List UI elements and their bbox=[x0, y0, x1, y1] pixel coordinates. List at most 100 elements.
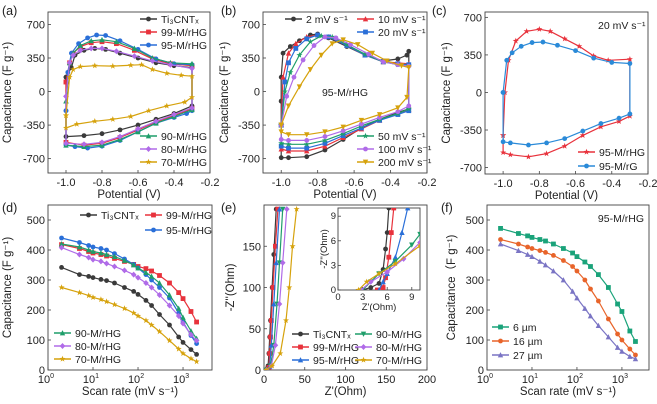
y-axis-label: Capacitance（F g⁻¹) bbox=[445, 234, 458, 340]
plot-frame bbox=[486, 204, 650, 371]
data-point bbox=[598, 121, 604, 126]
data-point bbox=[512, 37, 519, 44]
x-tick-exponent: 3 bbox=[624, 373, 628, 380]
data-point bbox=[516, 241, 521, 247]
data-point bbox=[127, 62, 134, 68]
data-point bbox=[293, 46, 299, 51]
y-tick-label: 500 bbox=[27, 215, 45, 227]
data-point bbox=[318, 32, 325, 39]
legend-item: 10 mV s⁻¹ bbox=[357, 14, 426, 26]
data-point bbox=[157, 273, 162, 278]
series-80-m-rhg bbox=[63, 45, 195, 148]
data-point bbox=[90, 294, 97, 300]
legend-item: 99-M/rHG bbox=[292, 342, 359, 354]
data-point bbox=[380, 59, 386, 65]
x-axis-label: Potential (V) bbox=[97, 189, 160, 201]
data-point bbox=[109, 116, 116, 122]
data-point bbox=[63, 140, 69, 147]
legend-marker bbox=[145, 158, 152, 165]
data-point bbox=[98, 258, 104, 265]
data-point bbox=[149, 55, 156, 61]
data-point bbox=[88, 45, 94, 52]
legend-label: Ti₃CNTₓ bbox=[161, 14, 199, 26]
data-point bbox=[376, 270, 382, 277]
x-tick-label: -0.4 bbox=[381, 177, 400, 189]
data-point bbox=[81, 133, 87, 139]
legend-marker bbox=[146, 29, 151, 35]
data-point bbox=[157, 312, 162, 317]
x-tick-label: -0.8 bbox=[308, 177, 327, 189]
data-point bbox=[576, 43, 583, 49]
data-point bbox=[276, 301, 283, 307]
x-tick-label: 101 bbox=[522, 373, 538, 386]
data-point bbox=[81, 141, 87, 148]
legend-item: 99-M/rHG bbox=[140, 27, 207, 39]
y-tick-label: 500 bbox=[466, 215, 484, 227]
legend-label: Ti₃CNTₓ bbox=[101, 210, 139, 222]
data-point bbox=[121, 305, 128, 312]
legend-label: 27 µm bbox=[513, 350, 543, 362]
data-point bbox=[148, 321, 155, 328]
data-point bbox=[287, 69, 294, 75]
x-tick-exponent: 3 bbox=[185, 373, 189, 380]
data-point bbox=[296, 84, 303, 90]
legend-label: 70-M/rHG bbox=[376, 355, 422, 367]
legend-marker bbox=[362, 16, 369, 22]
x-tick-label: 101 bbox=[83, 373, 99, 386]
legend-label: 50 mV s⁻¹ bbox=[378, 131, 426, 143]
data-point bbox=[194, 319, 199, 325]
data-point bbox=[561, 142, 568, 149]
y-tick-label: 0 bbox=[39, 87, 45, 99]
data-point bbox=[525, 153, 532, 160]
series-group bbox=[355, 208, 420, 290]
data-point bbox=[178, 72, 185, 78]
y-tick-label: -350 bbox=[238, 120, 260, 132]
data-point bbox=[85, 254, 92, 261]
data-point bbox=[574, 295, 580, 301]
x-tick-label: -1.0 bbox=[494, 178, 513, 190]
data-point bbox=[77, 272, 82, 277]
y-tick-label: 0 bbox=[39, 365, 45, 377]
data-point bbox=[286, 155, 291, 161]
x-tick-label: 9 bbox=[409, 292, 414, 303]
legend-item: 80-M/rHG bbox=[140, 144, 207, 156]
data-point bbox=[131, 53, 138, 60]
data-point bbox=[90, 256, 96, 263]
data-point bbox=[529, 235, 535, 240]
series-line bbox=[65, 64, 193, 129]
data-point bbox=[500, 149, 507, 156]
legend-marker bbox=[145, 133, 152, 139]
data-point bbox=[59, 265, 64, 270]
data-point bbox=[285, 141, 292, 147]
data-point bbox=[588, 286, 593, 292]
data-point bbox=[70, 66, 77, 73]
x-tick-exponent: 1 bbox=[95, 373, 99, 380]
data-point bbox=[304, 145, 310, 151]
y-tick-label: 300 bbox=[27, 275, 45, 287]
data-point bbox=[551, 253, 556, 258]
legend-item: 27 µm bbox=[492, 350, 543, 362]
data-point bbox=[98, 246, 104, 251]
x-tick-label: 102 bbox=[567, 373, 583, 386]
data-point bbox=[59, 235, 64, 241]
data-point bbox=[547, 28, 554, 34]
legend-item: 70-M/rHG bbox=[355, 355, 422, 367]
data-point bbox=[404, 52, 410, 58]
data-point bbox=[551, 241, 556, 247]
data-point bbox=[176, 334, 182, 340]
data-point bbox=[523, 28, 530, 34]
data-point bbox=[543, 250, 548, 255]
inset-plot: 0 3 6 9 0 3 6 9 Z'(Ohm) -Z''(Ohm) bbox=[319, 207, 421, 313]
panel-c: (c) -1.0 -0.8 -0.6 -0.4 -0.2 -700 -350 0 350 700 Po… bbox=[432, 4, 657, 202]
data-point bbox=[286, 60, 291, 66]
data-point bbox=[497, 241, 504, 247]
data-point bbox=[94, 32, 99, 38]
data-point bbox=[343, 41, 350, 48]
data-point bbox=[99, 139, 105, 146]
data-point bbox=[90, 244, 96, 250]
plot-frame bbox=[484, 11, 649, 175]
legend-item: Ti₃CNTₓ bbox=[292, 329, 351, 341]
data-point bbox=[76, 289, 83, 296]
data-point bbox=[391, 208, 397, 211]
